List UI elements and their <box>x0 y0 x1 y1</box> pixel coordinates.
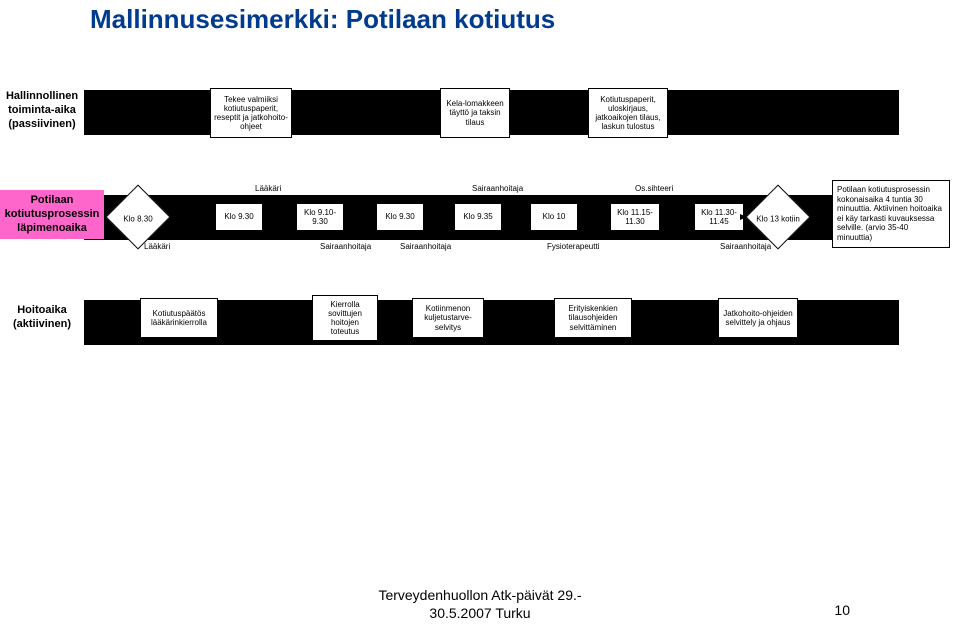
process-arrow-4 <box>424 217 452 218</box>
role-bot-1: Sairaanhoitaja <box>320 242 371 251</box>
process-arrow-1 <box>170 217 213 218</box>
process-arrow-7 <box>660 217 692 218</box>
process-box-5: Klo 10 <box>530 203 578 231</box>
process-box-4: Klo 9.35 <box>454 203 502 231</box>
process-box-3: Klo 9.30 <box>376 203 424 231</box>
row-label-care: Hoitoaika (aktiivinen) <box>0 304 84 332</box>
role-bot-4: Sairaanhoitaja <box>720 242 771 251</box>
process-box-1: Klo 9.30 <box>215 203 263 231</box>
result-box: Potilaan kotiutusprosessin kokonaisaika … <box>832 180 950 248</box>
page-number: 10 <box>834 602 850 618</box>
process-arrow-6 <box>578 217 608 218</box>
care-box-2: Kotiinmenon kuljetustarve-selvitys <box>412 298 484 338</box>
row-label-process: Potilaan kotiutusprosessin läpimenoaika <box>0 190 104 239</box>
role-top-2: Os.sihteeri <box>635 184 673 193</box>
care-box-4: Jatkohoito-ohjeiden selvittely ja ohjaus <box>718 298 798 338</box>
role-bot-2: Sairaanhoitaja <box>400 242 451 251</box>
process-arrow-final <box>810 217 830 218</box>
row-label-admin: Hallinnollinen toiminta-aika (passiivine… <box>0 90 84 131</box>
process-diamond-0: Klo 8.30 <box>105 184 170 249</box>
care-box-3: Erityiskenkien tilausohjeiden selvittämi… <box>554 298 632 338</box>
process-box-6: Klo 11.15-11.30 <box>610 203 660 231</box>
slide-title: Mallinnusesimerkki: Potilaan kotiutus <box>90 4 555 35</box>
process-arrow-3 <box>344 217 374 218</box>
care-box-0: Kotiutuspäätös lääkärinkierrolla <box>140 298 218 338</box>
process-arrow-2 <box>263 217 294 218</box>
process-arrow-5 <box>502 217 528 218</box>
process-box-2: Klo 9.10-9.30 <box>296 203 344 231</box>
process-diamond-8: Klo 13 kotiin <box>745 184 810 249</box>
role-bot-0: Lääkäri <box>144 242 170 251</box>
swimlane-chart: Hallinnollinen toiminta-aika (passiivine… <box>0 90 960 440</box>
process-arrow-8 <box>744 217 746 218</box>
role-bot-3: Fysioterapeutti <box>547 242 599 251</box>
role-top-0: Lääkäri <box>255 184 281 193</box>
process-box-7: Klo 11.30-11.45 <box>694 203 744 231</box>
role-top-1: Sairaanhoitaja <box>472 184 523 193</box>
footer-line1: Terveydenhuollon Atk-päivät 29.- <box>378 587 581 603</box>
care-box-1: Kierrolla sovittujen hoitojen toteutus <box>312 295 378 341</box>
admin-box-0: Tekee valmiiksi kotiutuspaperit, resepti… <box>210 88 292 138</box>
footer-line2: 30.5.2007 Turku <box>429 605 530 621</box>
footer: Terveydenhuollon Atk-päivät 29.- 30.5.20… <box>0 586 960 622</box>
admin-box-2: Kotiutuspaperit, uloskirjaus, jatkoaikoj… <box>588 88 668 138</box>
admin-box-1: Kela-lomakkeen täyttö ja taksin tilaus <box>440 88 510 138</box>
